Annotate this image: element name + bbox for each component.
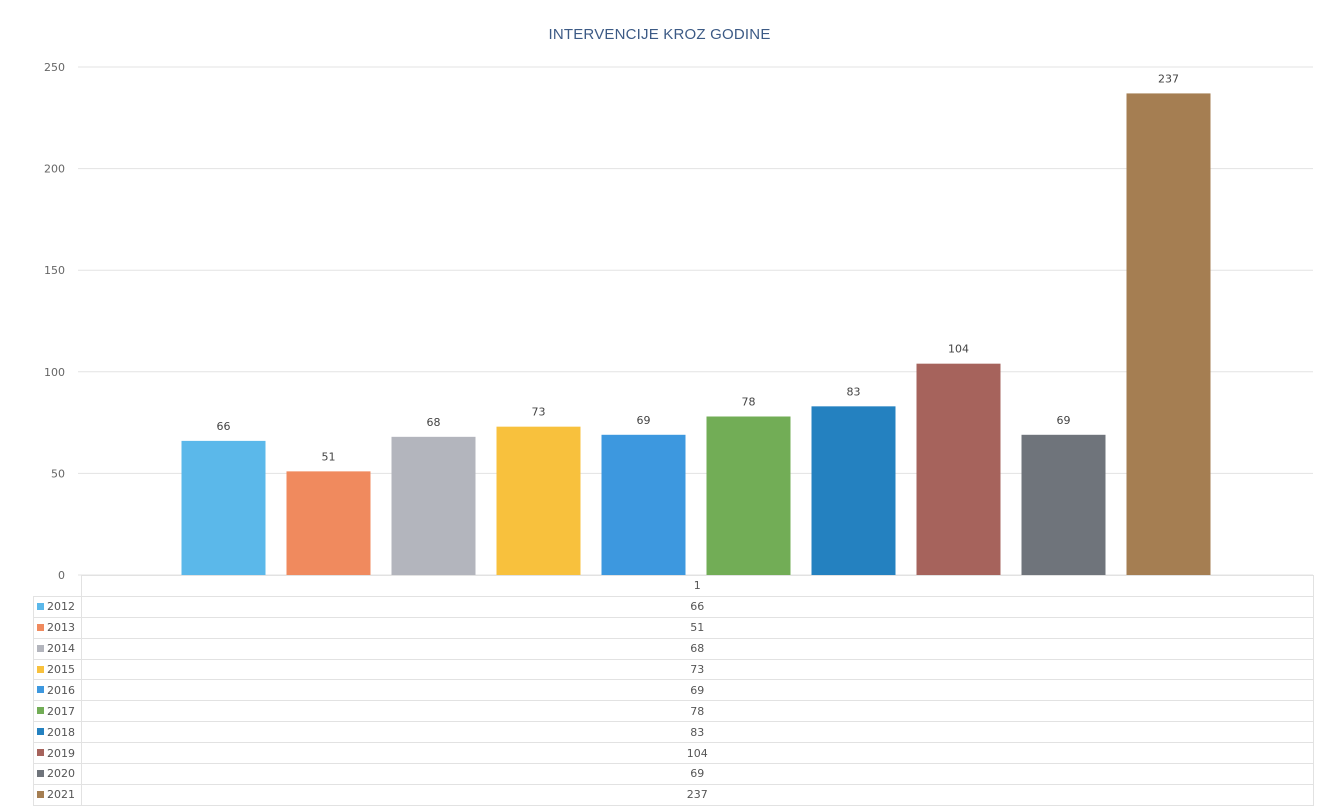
- series-name-2017: 2017: [33, 700, 82, 723]
- table-row: 2019 104: [33, 742, 1314, 765]
- legend-label: 2013: [47, 621, 75, 635]
- legend-swatch: [37, 602, 44, 610]
- legend-swatch: [37, 623, 44, 631]
- table-value-2017: 78: [80, 700, 1314, 723]
- bar-2020: [1021, 434, 1106, 575]
- data-label-2015: 73: [532, 406, 546, 419]
- series-name-2021: 2021: [33, 783, 82, 806]
- legend-label: 2020: [47, 767, 75, 781]
- table-value-2021: 237: [80, 783, 1314, 806]
- bar-2018: [811, 406, 896, 575]
- table-value-2013: 51: [80, 616, 1314, 639]
- table-value-2012: 66: [80, 595, 1314, 618]
- series-name-2014: 2014: [33, 637, 82, 660]
- y-tick-label: 50: [51, 467, 65, 480]
- legend-label: 2017: [47, 704, 75, 718]
- data-label-2021: 237: [1158, 72, 1179, 85]
- data-labels: 66 51 68 73 69 78 83 104 69 237: [217, 72, 1180, 463]
- table-row: 2016 69: [33, 679, 1314, 702]
- table-value-2014: 68: [80, 637, 1314, 660]
- data-table: 1 2012 66 2013 51 2014 68 2015 73 2016 69 2017 78 201…: [33, 575, 1314, 806]
- bar-2016: [601, 434, 686, 575]
- series-name-2013: 2013: [33, 616, 82, 639]
- table-value-2016: 69: [80, 679, 1314, 702]
- y-axis-ticks: 0 50 100 150 200 250: [44, 61, 65, 580]
- data-label-2013: 51: [322, 450, 336, 463]
- legend-label: 2014: [47, 642, 75, 656]
- data-label-2018: 83: [847, 385, 861, 398]
- gridlines: [78, 66, 1313, 576]
- y-tick-label: 0: [58, 569, 65, 580]
- bars: [181, 93, 1211, 575]
- bar-2014: [391, 436, 476, 575]
- legend-label: 2012: [47, 600, 75, 614]
- y-tick-label: 200: [44, 163, 65, 176]
- table-row: 2012 66: [33, 595, 1314, 618]
- legend-swatch: [37, 769, 44, 777]
- table-value-2020: 69: [80, 763, 1314, 785]
- bar-2015: [496, 426, 581, 575]
- table-value-2018: 83: [80, 721, 1314, 744]
- table-row: 2014 68: [33, 637, 1314, 660]
- series-name-2019: 2019: [33, 742, 82, 765]
- data-label-2019: 104: [948, 343, 969, 356]
- legend-label: 2018: [47, 725, 75, 739]
- legend-swatch: [37, 728, 44, 736]
- series-name-2015: 2015: [33, 658, 82, 681]
- series-name-2018: 2018: [33, 721, 82, 744]
- bar-chart-plot: 0 50 100 150 200 250 66 51 68 73 69 78 83 104 69 237: [44, 61, 1313, 580]
- legend-swatch: [37, 707, 44, 715]
- table-row: 2013 51: [33, 616, 1314, 639]
- table-corner: [33, 575, 82, 597]
- bar-2012: [181, 440, 266, 575]
- chart-title: INTERVENCIJE KROZ GODINE: [548, 26, 771, 43]
- category-label: 1: [80, 575, 1314, 597]
- bar-2013: [286, 471, 371, 575]
- legend-label: 2016: [47, 683, 75, 697]
- legend-swatch: [37, 749, 44, 757]
- y-tick-label: 150: [44, 264, 65, 277]
- series-name-2012: 2012: [33, 595, 82, 618]
- data-label-2014: 68: [427, 416, 441, 429]
- y-tick-label: 100: [44, 366, 65, 379]
- y-tick-label: 250: [44, 61, 65, 74]
- series-name-2016: 2016: [33, 679, 82, 702]
- legend-label: 2021: [47, 788, 75, 802]
- table-row: 2017 78: [33, 700, 1314, 723]
- bar-2019: [916, 363, 1001, 575]
- table-row: 2020 69: [33, 763, 1314, 785]
- bar-2017: [706, 416, 791, 575]
- table-row: 2015 73: [33, 658, 1314, 681]
- legend-swatch: [37, 644, 44, 652]
- legend-label: 2019: [47, 746, 75, 760]
- table-value-2019: 104: [80, 742, 1314, 765]
- data-label-2016: 69: [637, 414, 651, 427]
- table-value-2015: 73: [80, 658, 1314, 681]
- series-name-2020: 2020: [33, 763, 82, 785]
- legend-label: 2015: [47, 663, 75, 676]
- table-header-row: 1: [33, 575, 1314, 597]
- table-row: 2021 237: [33, 783, 1314, 806]
- table-row: 2018 83: [33, 721, 1314, 744]
- legend-swatch: [37, 665, 44, 673]
- data-label-2017: 78: [742, 396, 756, 409]
- data-label-2012: 66: [217, 420, 231, 433]
- data-label-2020: 69: [1057, 414, 1071, 427]
- legend-swatch: [37, 686, 44, 694]
- legend-swatch: [37, 790, 44, 798]
- bar-2021: [1126, 93, 1211, 575]
